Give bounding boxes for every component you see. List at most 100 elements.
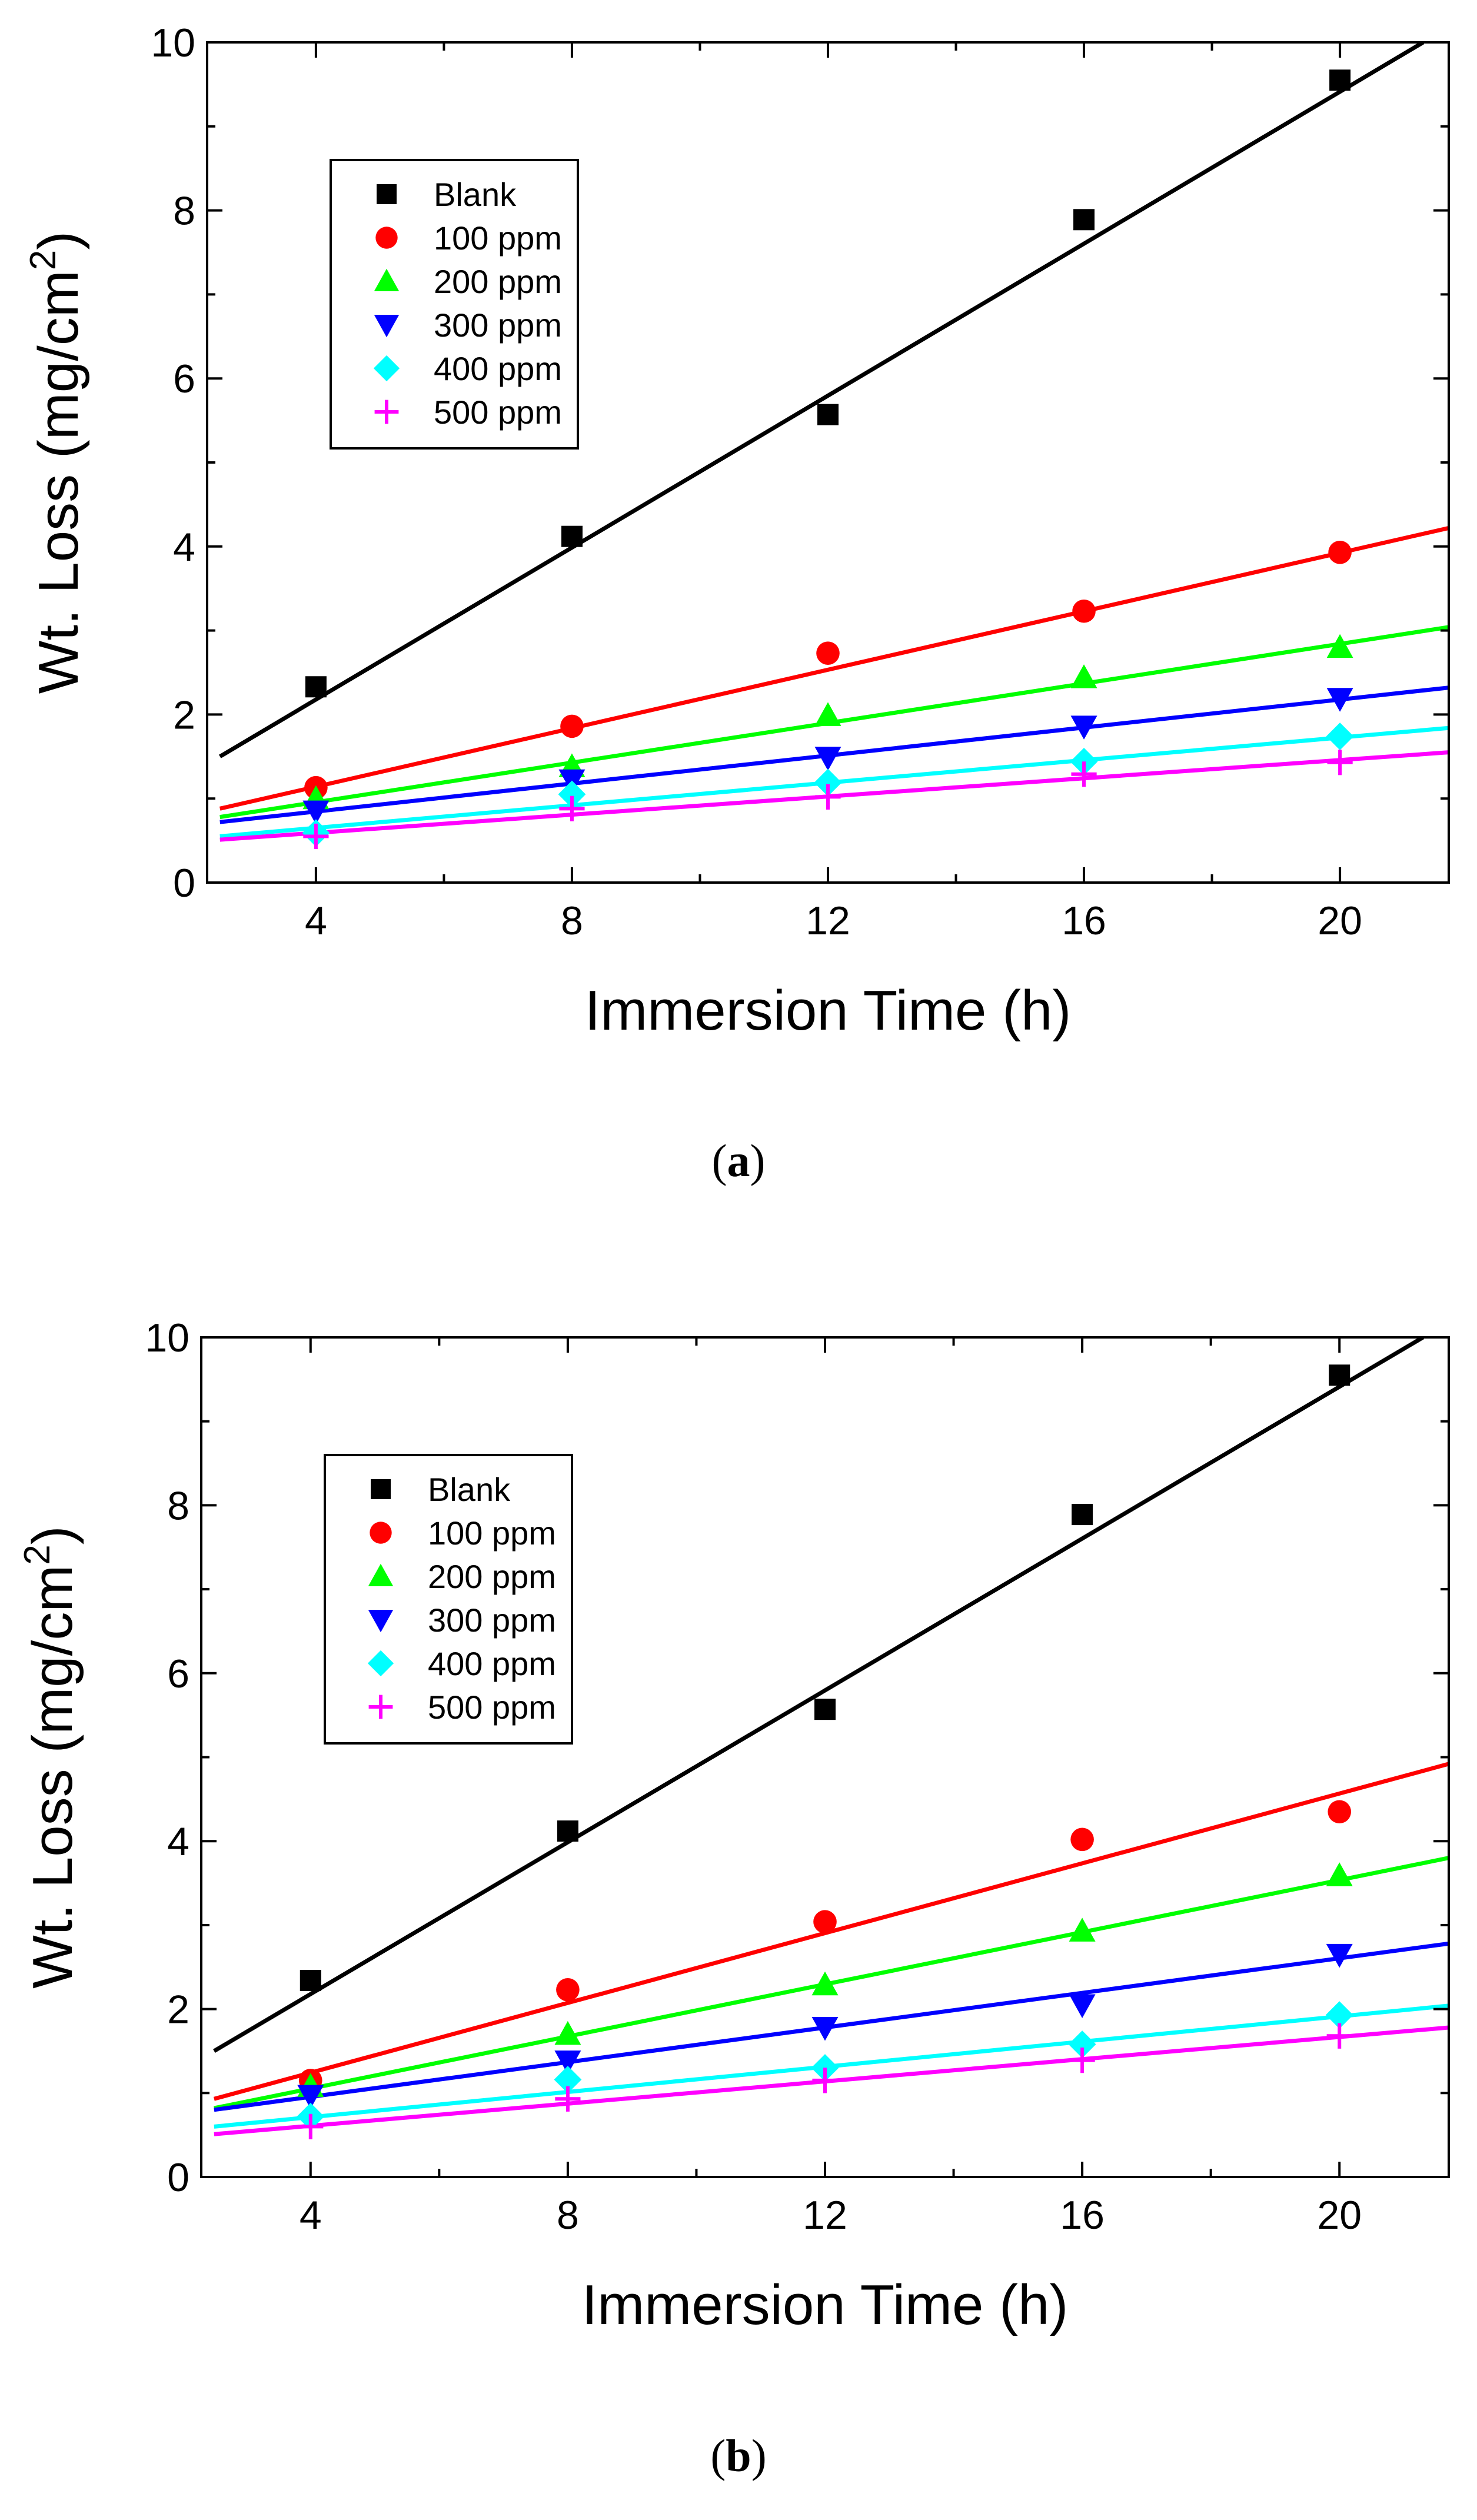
- y-tick-label: 4: [167, 1819, 189, 1864]
- data-point-0-4: [1329, 1364, 1350, 1386]
- x-tick-label: 12: [803, 2193, 847, 2238]
- data-point-1-4: [1328, 1800, 1352, 1824]
- data-point-2-2: [811, 1971, 839, 1996]
- data-point-5-1: [559, 795, 585, 821]
- data-point-2-3: [1069, 1918, 1096, 1942]
- x-tick-label: 8: [557, 2193, 579, 2238]
- data-point-3-4: [1326, 688, 1353, 712]
- data-point-3-2: [811, 2016, 839, 2041]
- y-tick-label: 10: [145, 1316, 189, 1360]
- legend-label-4: 400 ppm: [428, 1645, 556, 1682]
- legend-label-2: 200 ppm: [434, 263, 562, 300]
- data-point-4-2: [814, 768, 842, 797]
- data-point-2-1: [554, 2020, 581, 2045]
- fit-line-0: [213, 1337, 1425, 2053]
- y-tick-label: 6: [167, 1652, 189, 1696]
- panel-caption-letter: a: [727, 1135, 750, 1186]
- panel-caption: (b): [710, 2430, 766, 2481]
- data-point-1-3: [1070, 1827, 1094, 1852]
- y-axis-label: Wt. Loss (mg/cm2): [23, 231, 90, 694]
- data-point-5-3: [1069, 2048, 1095, 2073]
- data-point-1-2: [813, 1910, 837, 1933]
- data-point-4-1: [558, 780, 586, 808]
- fit-line-1: [219, 525, 1449, 811]
- data-point-5-1: [555, 2086, 581, 2112]
- legend-marker-1: [375, 227, 398, 249]
- legend-label-0: Blank: [434, 176, 517, 213]
- data-point-0-0: [300, 1970, 321, 1992]
- x-tick-label: 12: [806, 898, 850, 943]
- legend-label-1: 100 ppm: [428, 1514, 556, 1552]
- y-tick-label: 6: [173, 357, 195, 401]
- legend-marker-0: [371, 1479, 391, 1499]
- y-axis-label-sup: 2: [17, 1544, 58, 1564]
- legend-label-5: 500 ppm: [428, 1689, 556, 1726]
- legend-marker-1: [370, 1522, 392, 1544]
- data-point-3-0: [297, 2085, 324, 2109]
- data-point-1-1: [556, 1978, 580, 2002]
- chart-panel-a: 4 8 12 16 20 0 2 4 6 8 10 Immersion Time (h) Wt. Los…: [23, 21, 1450, 1186]
- legend-marker-5: [368, 1695, 393, 1719]
- legend-label-0: Blank: [428, 1471, 511, 1508]
- data-point-1-2: [816, 641, 840, 665]
- x-tick-label: 16: [1060, 2193, 1105, 2238]
- legend-marker-5: [374, 400, 399, 424]
- y-axis-label-end: ): [27, 231, 90, 250]
- data-point-0-0: [305, 676, 327, 698]
- data-point-3-3: [1069, 1994, 1096, 2018]
- data-point-4-4: [1325, 2001, 1353, 2029]
- data-point-4-3: [1068, 2030, 1096, 2058]
- data-point-5-0: [303, 823, 329, 850]
- x-axis-label: Immersion Time (h): [585, 979, 1072, 1042]
- data-point-0-3: [1072, 1504, 1093, 1526]
- y-tick-label: 2: [167, 1988, 189, 2032]
- x-axis-label: Immersion Time (h): [582, 2273, 1069, 2336]
- legend-label-5: 500 ppm: [434, 394, 562, 431]
- legend-label-2: 200 ppm: [428, 1558, 556, 1595]
- data-point-5-0: [298, 2113, 324, 2139]
- legend-label-3: 300 ppm: [434, 307, 562, 344]
- legend-marker-3: [374, 315, 400, 338]
- fit-line-0: [218, 42, 1425, 758]
- x-tick-label: 8: [561, 898, 583, 943]
- legend-marker-3: [368, 1610, 394, 1633]
- y-tick-label: 8: [167, 1483, 189, 1528]
- panel-caption: (a): [712, 1135, 766, 1186]
- data-point-5-4: [1327, 750, 1353, 775]
- x-tick-label: 20: [1317, 2193, 1362, 2238]
- y-axis-label: Wt. Loss (mg/cm2): [17, 1526, 84, 1989]
- y-tick-label: 0: [173, 861, 195, 906]
- data-point-3-3: [1070, 715, 1097, 740]
- chart-panel-b: 4 8 12 16 20 0 2 4 6 8 10 Immersion Time (h) Wt. Los…: [17, 1316, 1450, 2481]
- data-point-0-1: [557, 1820, 578, 1842]
- data-point-0-1: [561, 525, 583, 547]
- x-tick-label: 16: [1062, 898, 1106, 943]
- data-point-2-4: [1326, 634, 1353, 658]
- y-tick-label: 10: [151, 21, 195, 65]
- legend-box: [330, 159, 579, 450]
- y-axis-label-sup: 2: [23, 250, 64, 270]
- data-point-4-4: [1326, 723, 1354, 750]
- data-point-0-2: [814, 1699, 836, 1720]
- data-point-5-2: [815, 784, 841, 810]
- data-point-4-1: [554, 2066, 582, 2093]
- data-point-0-2: [817, 404, 839, 425]
- legend-marker-2: [368, 1563, 394, 1586]
- data-point-2-3: [1070, 664, 1097, 688]
- data-point-5-4: [1326, 2023, 1352, 2049]
- legend-box: [324, 1454, 573, 1745]
- x-tick-label: 4: [305, 898, 327, 943]
- legend: Blank 100 ppm 200 ppm 300 ppm 400 ppm 500 ppm: [324, 1454, 573, 1745]
- panel-caption-letter: b: [726, 2430, 751, 2481]
- data-point-3-2: [814, 747, 841, 771]
- legend-label-1: 100 ppm: [434, 219, 562, 257]
- data-point-0-4: [1329, 69, 1351, 91]
- data-point-2-4: [1326, 1862, 1353, 1886]
- y-axis-label-main: Wt. Loss (mg/cm: [27, 270, 90, 694]
- y-tick-label: 4: [173, 525, 195, 570]
- legend-marker-4: [373, 355, 400, 382]
- data-point-1-3: [1072, 599, 1096, 623]
- data-point-2-2: [814, 702, 841, 726]
- legend-marker-4: [367, 1650, 394, 1677]
